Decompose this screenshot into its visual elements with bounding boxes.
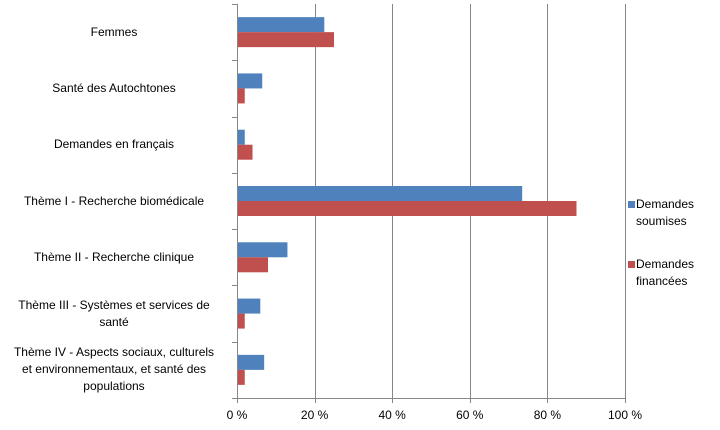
category-label: Femmes	[3, 24, 225, 41]
bar	[237, 32, 334, 48]
legend-item: Demandes financées	[628, 256, 720, 290]
bar	[237, 73, 263, 89]
category-label-line: Femmes	[90, 24, 138, 39]
bar	[237, 369, 245, 385]
bar	[237, 242, 288, 258]
bar	[237, 186, 523, 201]
category-label: Thème I - Recherche biomédicale	[3, 193, 225, 210]
category-label-line: Thème IV - Aspects sociaux, culturels	[13, 345, 215, 360]
bar	[237, 17, 325, 33]
category-label: Thème IV - Aspects sociaux, culturels et …	[3, 344, 225, 395]
bar	[237, 144, 253, 160]
category-label: Thème III - Systèmes et services de santé	[3, 297, 225, 331]
bar	[237, 201, 577, 216]
category-label-line: populations	[83, 379, 145, 394]
category-label-line: Thème I - Recherche biomédicale	[23, 193, 205, 208]
legend-label-line: soumises	[636, 214, 687, 228]
category-label: Santé des Autochtones	[3, 80, 225, 97]
category-label: Demandes en français	[3, 136, 225, 153]
category-label-line: Santé des Autochtones	[52, 80, 176, 95]
x-tick-label: 60 %	[456, 408, 484, 422]
category-label-line: Demandes en français	[53, 137, 175, 152]
category-label-line: et environnementaux, et santé des	[21, 362, 207, 377]
x-tick-label: 100 %	[607, 408, 643, 422]
legend-item: Demandes soumises	[628, 196, 720, 230]
legend-label-line: Demandes	[636, 197, 695, 211]
category-label-line: Thème II - Recherche clinique	[33, 249, 195, 264]
legend-swatch	[628, 201, 635, 208]
bar	[237, 257, 269, 273]
x-tick-label: 20 %	[300, 408, 329, 422]
bar	[237, 354, 265, 370]
legend-label-line: Demandes	[636, 257, 695, 271]
x-tick-label: 0 %	[226, 408, 248, 422]
legend-label-line: financées	[636, 274, 688, 288]
category-label: Thème II - Recherche clinique	[3, 249, 225, 266]
legend-swatch	[628, 261, 635, 268]
bar	[237, 313, 245, 329]
x-tick-label: 40 %	[378, 408, 406, 422]
bar	[237, 129, 245, 145]
category-label-line: santé	[99, 314, 129, 329]
category-label-line: Thème III - Systèmes et services de	[18, 297, 210, 312]
bar	[237, 88, 245, 104]
x-tick-label: 80 %	[533, 408, 562, 422]
bar	[237, 298, 261, 314]
